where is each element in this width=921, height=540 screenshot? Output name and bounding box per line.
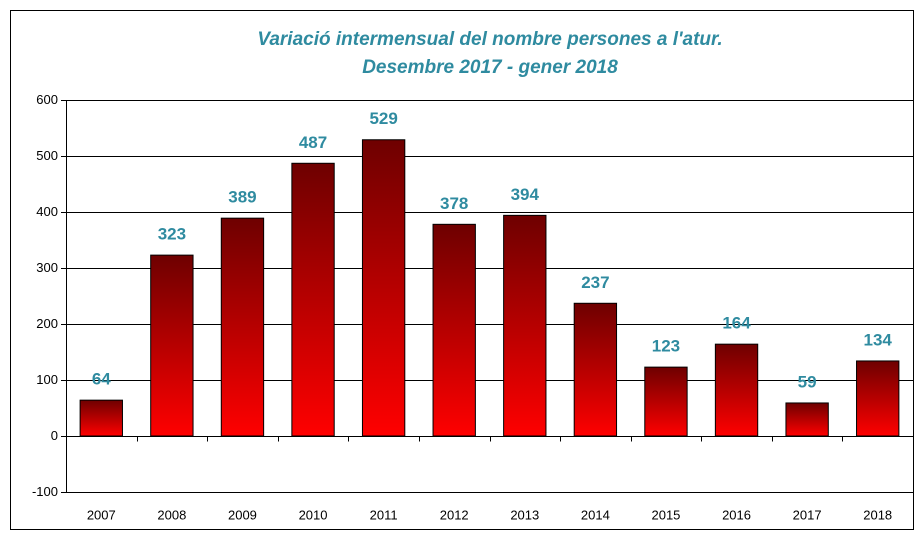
x-tick-label: 2015 xyxy=(651,507,680,522)
bar xyxy=(432,223,476,437)
chart-subtitle: Desembre 2017 - gener 2018 xyxy=(362,57,618,78)
bar xyxy=(573,302,618,437)
data-label: 389 xyxy=(228,188,256,207)
data-label: 378 xyxy=(440,194,468,213)
data-label: 164 xyxy=(722,314,751,333)
bar xyxy=(644,366,688,437)
data-label: 134 xyxy=(864,330,893,349)
bar xyxy=(150,254,194,437)
y-tick-label: 500 xyxy=(36,148,58,163)
x-tick-label: 2007 xyxy=(87,507,116,522)
data-label: 323 xyxy=(158,225,186,244)
x-tick-label: 2011 xyxy=(370,507,398,522)
data-label: 64 xyxy=(92,370,111,389)
y-tick-label: -100 xyxy=(32,484,58,499)
bar xyxy=(503,214,547,437)
y-tick-label: 100 xyxy=(36,372,58,387)
y-tick-label: 400 xyxy=(36,204,58,219)
y-tick-label: 0 xyxy=(51,428,58,443)
bar xyxy=(361,139,406,437)
chart-title: Variació intermensual del nombre persone… xyxy=(257,29,722,50)
y-tick-label: 300 xyxy=(36,260,58,275)
data-label: 237 xyxy=(581,273,609,292)
y-tick-label: 600 xyxy=(36,92,58,107)
x-tick-label: 2012 xyxy=(440,507,469,522)
x-tick-label: 2008 xyxy=(157,507,186,522)
data-label: 123 xyxy=(652,337,680,356)
x-tick-label: 2013 xyxy=(510,507,539,522)
bar xyxy=(220,217,265,437)
data-label: 394 xyxy=(511,185,540,204)
data-label: 487 xyxy=(299,133,327,152)
x-tick-label: 2017 xyxy=(793,507,822,522)
bar xyxy=(714,343,759,437)
x-tick-label: 2016 xyxy=(722,507,751,522)
y-tick-label: 200 xyxy=(36,316,58,331)
data-label: 529 xyxy=(369,109,397,128)
x-tick-label: 2009 xyxy=(228,507,257,522)
bar xyxy=(79,399,123,437)
x-tick-label: 2010 xyxy=(299,507,328,522)
x-tick-label: 2014 xyxy=(581,507,610,522)
bar xyxy=(291,162,335,437)
bar xyxy=(785,402,829,437)
data-label: 59 xyxy=(798,372,817,391)
bar xyxy=(856,360,900,437)
x-tick-label: 2018 xyxy=(863,507,892,522)
